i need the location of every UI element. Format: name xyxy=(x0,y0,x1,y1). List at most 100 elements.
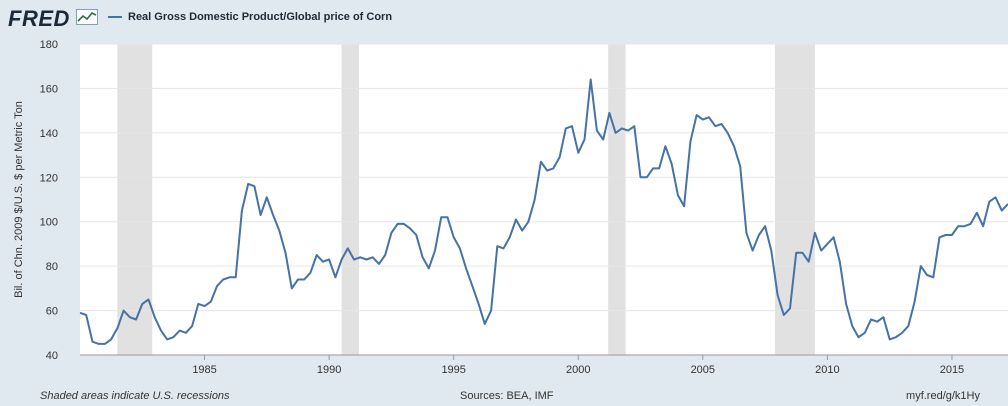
data-point[interactable] xyxy=(596,130,598,132)
data-point[interactable] xyxy=(770,250,772,252)
data-point[interactable] xyxy=(920,265,922,267)
data-point[interactable] xyxy=(876,321,878,323)
data-point[interactable] xyxy=(802,252,804,254)
data-point[interactable] xyxy=(870,319,872,321)
data-point[interactable] xyxy=(297,279,299,281)
data-point[interactable] xyxy=(247,183,249,185)
data-point[interactable] xyxy=(341,259,343,261)
data-point[interactable] xyxy=(882,316,884,318)
data-point[interactable] xyxy=(783,314,785,316)
data-point[interactable] xyxy=(328,259,330,261)
data-point[interactable] xyxy=(864,332,866,334)
data-point[interactable] xyxy=(833,236,835,238)
data-point[interactable] xyxy=(820,250,822,252)
data-point[interactable] xyxy=(721,123,723,125)
data-point[interactable] xyxy=(347,247,349,249)
data-point[interactable] xyxy=(571,125,573,127)
data-point[interactable] xyxy=(478,303,480,305)
data-point[interactable] xyxy=(621,127,623,129)
data-point[interactable] xyxy=(764,225,766,227)
data-point[interactable] xyxy=(403,223,405,225)
data-point[interactable] xyxy=(733,145,735,147)
data-point[interactable] xyxy=(222,279,224,281)
data-point[interactable] xyxy=(98,343,100,345)
data-point[interactable] xyxy=(615,132,617,134)
data-point[interactable] xyxy=(627,130,629,132)
data-point[interactable] xyxy=(185,332,187,334)
data-point[interactable] xyxy=(148,299,150,301)
data-point[interactable] xyxy=(995,196,997,198)
data-point[interactable] xyxy=(459,247,461,249)
data-point[interactable] xyxy=(291,287,293,289)
data-point[interactable] xyxy=(664,145,666,147)
data-point[interactable] xyxy=(552,167,554,169)
data-point[interactable] xyxy=(851,325,853,327)
data-point[interactable] xyxy=(235,276,237,278)
data-point[interactable] xyxy=(889,338,891,340)
data-point[interactable] xyxy=(278,230,280,232)
data-point[interactable] xyxy=(602,139,604,141)
data-point[interactable] xyxy=(932,276,934,278)
data-point[interactable] xyxy=(957,225,959,227)
data-point[interactable] xyxy=(895,336,897,338)
data-point[interactable] xyxy=(484,323,486,325)
data-point[interactable] xyxy=(116,327,118,329)
data-point[interactable] xyxy=(85,314,87,316)
data-point[interactable] xyxy=(166,338,168,340)
data-point[interactable] xyxy=(285,252,287,254)
data-point[interactable] xyxy=(471,285,473,287)
data-point[interactable] xyxy=(141,303,143,305)
data-point[interactable] xyxy=(982,225,984,227)
data-point[interactable] xyxy=(135,319,137,321)
data-point[interactable] xyxy=(808,261,810,263)
data-point[interactable] xyxy=(79,312,81,314)
data-point[interactable] xyxy=(465,267,467,269)
data-point[interactable] xyxy=(939,236,941,238)
data-point[interactable] xyxy=(191,325,193,327)
data-point[interactable] xyxy=(1001,210,1003,212)
data-point[interactable] xyxy=(565,127,567,129)
data-point[interactable] xyxy=(428,267,430,269)
data-point[interactable] xyxy=(839,261,841,263)
data-point[interactable] xyxy=(453,236,455,238)
data-point[interactable] xyxy=(652,167,654,169)
data-point[interactable] xyxy=(926,274,928,276)
data-point[interactable] xyxy=(409,227,411,229)
data-point[interactable] xyxy=(702,119,704,121)
data-point[interactable] xyxy=(739,165,741,167)
data-point[interactable] xyxy=(858,336,860,338)
data-point[interactable] xyxy=(172,336,174,338)
data-point[interactable] xyxy=(752,250,754,252)
data-point[interactable] xyxy=(378,263,380,265)
data-point[interactable] xyxy=(303,279,305,281)
data-point[interactable] xyxy=(727,132,729,134)
fred-logo[interactable]: FRED xyxy=(8,6,70,31)
data-point[interactable] xyxy=(490,310,492,312)
data-point[interactable] xyxy=(845,303,847,305)
data-point[interactable] xyxy=(503,247,505,249)
data-point[interactable] xyxy=(272,214,274,216)
data-point[interactable] xyxy=(677,194,679,196)
data-point[interactable] xyxy=(795,252,797,254)
data-point[interactable] xyxy=(658,167,660,169)
data-point[interactable] xyxy=(390,232,392,234)
data-point[interactable] xyxy=(447,216,449,218)
data-point[interactable] xyxy=(907,325,909,327)
data-point[interactable] xyxy=(696,114,698,116)
data-point[interactable] xyxy=(129,316,131,318)
data-point[interactable] xyxy=(814,232,816,234)
data-point[interactable] xyxy=(640,176,642,178)
data-point[interactable] xyxy=(951,234,953,236)
data-point[interactable] xyxy=(384,254,386,256)
data-point[interactable] xyxy=(577,152,579,154)
data-point[interactable] xyxy=(316,254,318,256)
data-point[interactable] xyxy=(689,141,691,143)
data-point[interactable] xyxy=(104,343,106,345)
data-point[interactable] xyxy=(366,259,368,261)
data-point[interactable] xyxy=(509,236,511,238)
data-point[interactable] xyxy=(440,216,442,218)
data-point[interactable] xyxy=(210,301,212,303)
short-link[interactable]: myf.red/g/k1Hy xyxy=(906,390,980,402)
data-point[interactable] xyxy=(359,256,361,258)
data-point[interactable] xyxy=(322,261,324,263)
